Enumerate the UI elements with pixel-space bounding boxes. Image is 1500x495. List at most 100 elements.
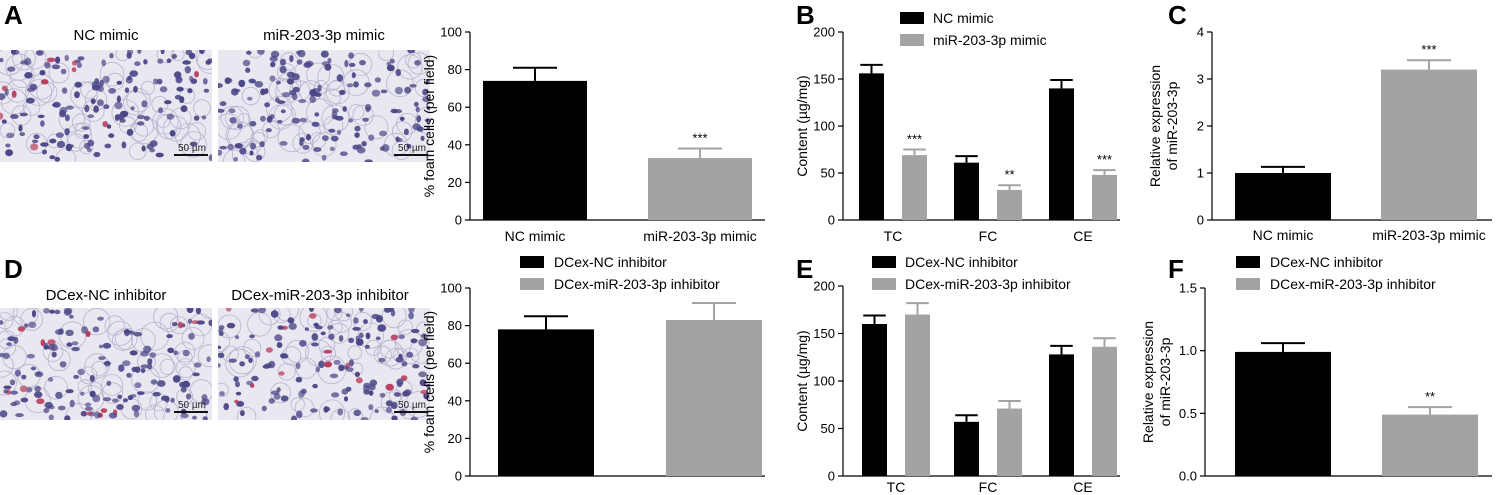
lipid-droplet (1, 85, 8, 91)
chart-relative-expression-inhibitor: F 0.0 0.5 1.0 1.5 Relative expressionof miR-2… (1140, 254, 1492, 484)
cell-nucleus (0, 57, 4, 63)
bar-treatment (1382, 414, 1478, 476)
cell-nucleus (235, 335, 239, 340)
cell-nucleus (321, 135, 329, 141)
cytoplasm (331, 312, 352, 333)
cell-nucleus (37, 114, 45, 119)
cell-nucleus (364, 82, 372, 88)
cell-nucleus (299, 117, 308, 123)
cell-nucleus (286, 78, 295, 85)
cell-nucleus (297, 50, 306, 58)
legend-swatch (872, 256, 896, 268)
cell-nucleus (48, 377, 54, 382)
cell-nucleus (108, 88, 116, 94)
cytoplasm (72, 113, 91, 132)
micrograph-nc-mimic: 50 µm (0, 50, 212, 162)
cytoplasm (320, 345, 337, 362)
cell-nucleus (109, 52, 114, 59)
lipid-droplet (178, 321, 183, 329)
lipid-droplet (390, 334, 398, 341)
bar-control (1049, 88, 1074, 221)
cell-nucleus (219, 391, 225, 397)
panel-letter: F (1168, 254, 1184, 284)
bar-control (1235, 351, 1331, 476)
significance-marker: *** (1421, 42, 1436, 57)
cell-nucleus (331, 392, 340, 398)
cell-nucleus (399, 116, 405, 122)
cell-nucleus (219, 101, 227, 107)
cell-nucleus (343, 396, 349, 402)
cell-nucleus (256, 154, 263, 161)
cell-nucleus (172, 375, 181, 383)
cell-nucleus (147, 358, 153, 365)
cell-nucleus (266, 115, 273, 123)
cell-nucleus (58, 328, 64, 335)
cell-nucleus (408, 312, 414, 320)
cell-nucleus (346, 83, 354, 88)
cell-nucleus (96, 99, 104, 107)
cell-nucleus (156, 78, 163, 85)
cell-nucleus (395, 69, 401, 77)
legend-label: DCex-NC inhibitor (905, 254, 1018, 270)
cell-nucleus (359, 60, 366, 66)
significance-marker: ** (1425, 389, 1435, 404)
lipid-droplet (278, 371, 285, 376)
cytoplasm (277, 63, 296, 82)
legend-swatch (872, 278, 896, 290)
cell-nucleus (108, 133, 115, 138)
cytoplasm (299, 80, 322, 103)
cytoplasm (20, 308, 44, 331)
cell-nucleus (318, 360, 325, 369)
y-tick-label: 20 (448, 431, 462, 446)
cell-nucleus (65, 143, 73, 152)
cell-nucleus (362, 117, 369, 122)
cell-nucleus (289, 55, 294, 63)
bar-control (1235, 173, 1331, 220)
cell-nucleus (157, 380, 166, 387)
cell-nucleus (99, 79, 104, 87)
cell-nucleus (106, 124, 112, 129)
cell-nucleus (157, 58, 164, 64)
cell-nucleus (248, 78, 256, 84)
cell-nucleus (219, 145, 227, 150)
cell-nucleus (40, 120, 45, 127)
y-tick-label: 0 (455, 469, 462, 484)
cell-nucleus (13, 400, 21, 406)
cell-nucleus (140, 350, 149, 357)
cytoplasm (364, 115, 389, 140)
lipid-droplet (265, 347, 273, 353)
cell-nucleus (97, 316, 104, 321)
y-tick-label: 0 (828, 213, 835, 228)
y-tick-label: 0 (1197, 213, 1204, 228)
cell-nucleus (186, 393, 192, 400)
cytoplasm (357, 322, 384, 349)
cell-nucleus (5, 143, 11, 148)
cell-nucleus (424, 118, 430, 123)
lipid-droplet (323, 349, 332, 354)
cell-nucleus (106, 380, 112, 386)
bar-treatment (666, 319, 762, 476)
lipid-droplet (47, 339, 56, 346)
cell-nucleus (394, 86, 403, 95)
cell-nucleus (260, 115, 266, 122)
cell-nucleus (353, 409, 361, 417)
lipid-droplet (40, 339, 46, 347)
cell-nucleus (336, 129, 342, 135)
cell-nucleus (25, 97, 35, 104)
cell-nucleus (228, 108, 236, 114)
cell-nucleus (74, 91, 80, 99)
bar-control (483, 80, 587, 220)
cell-nucleus (150, 379, 158, 385)
cell-nucleus (349, 62, 356, 67)
cell-nucleus (188, 332, 195, 340)
cell-nucleus (108, 412, 118, 419)
y-tick-label: 0.5 (1179, 406, 1197, 421)
cell-nucleus (116, 404, 124, 410)
cell-nucleus (426, 106, 430, 111)
micrograph-mir-inhibitor: 50 µm (218, 308, 430, 420)
bar-control (954, 162, 979, 220)
cell-nucleus (275, 80, 281, 85)
cell-nucleus (311, 333, 319, 341)
cell-nucleus (182, 349, 190, 357)
cell-nucleus (131, 404, 141, 412)
